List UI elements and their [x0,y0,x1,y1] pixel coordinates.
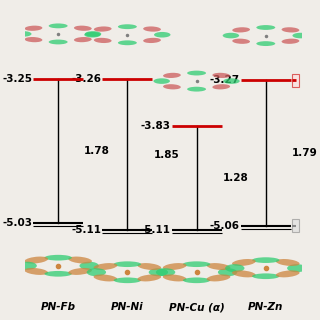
Ellipse shape [18,262,37,270]
Ellipse shape [24,257,48,264]
Ellipse shape [114,277,141,283]
FancyBboxPatch shape [292,74,299,87]
Text: 1.79: 1.79 [292,148,317,158]
Ellipse shape [276,259,300,266]
Ellipse shape [183,261,210,267]
Ellipse shape [232,27,250,32]
Ellipse shape [163,73,181,78]
Ellipse shape [154,32,171,37]
Ellipse shape [282,39,299,44]
Text: -5.03: -5.03 [2,219,32,228]
Text: PN-Zn: PN-Zn [248,302,284,312]
Ellipse shape [44,271,72,277]
Ellipse shape [93,275,117,281]
Ellipse shape [49,23,68,28]
Text: -3.25: -3.25 [2,74,32,84]
Text: -3.26: -3.26 [71,75,101,84]
Ellipse shape [163,275,187,281]
Ellipse shape [143,38,161,43]
Ellipse shape [44,255,72,260]
Ellipse shape [282,27,299,32]
Text: -3.27: -3.27 [210,75,240,85]
Ellipse shape [85,31,101,37]
Ellipse shape [163,84,181,89]
Ellipse shape [287,264,307,272]
Ellipse shape [252,273,279,279]
Text: 1.85: 1.85 [153,150,179,160]
Ellipse shape [156,268,175,276]
Ellipse shape [87,268,106,276]
Ellipse shape [24,268,48,275]
Ellipse shape [207,263,230,270]
Ellipse shape [232,39,250,44]
Ellipse shape [15,31,31,37]
Ellipse shape [212,84,230,89]
Ellipse shape [252,257,279,263]
Text: PN-Cu (α): PN-Cu (α) [169,302,224,312]
Ellipse shape [79,262,99,270]
Ellipse shape [25,37,42,42]
Ellipse shape [74,37,92,42]
Ellipse shape [218,268,237,276]
Ellipse shape [94,27,112,32]
Ellipse shape [74,26,92,31]
Ellipse shape [187,71,206,76]
Text: PN-Fb: PN-Fb [41,302,76,312]
FancyBboxPatch shape [292,220,299,232]
Ellipse shape [118,24,137,29]
Text: -3.83: -3.83 [140,121,171,131]
Ellipse shape [114,261,141,267]
Ellipse shape [49,40,68,44]
Ellipse shape [212,73,230,78]
Ellipse shape [93,263,117,270]
Ellipse shape [232,270,256,277]
Ellipse shape [276,270,300,277]
Ellipse shape [68,257,92,264]
Ellipse shape [118,40,137,45]
Ellipse shape [149,268,168,276]
Ellipse shape [187,87,206,92]
Ellipse shape [154,78,170,84]
Ellipse shape [223,78,240,84]
Ellipse shape [68,268,92,275]
Ellipse shape [225,264,244,272]
Ellipse shape [232,259,256,266]
Ellipse shape [94,38,112,43]
Text: 1.78: 1.78 [84,146,110,156]
Text: 1.28: 1.28 [223,173,248,183]
Ellipse shape [25,26,42,31]
Ellipse shape [207,275,230,281]
Ellipse shape [143,27,161,32]
Ellipse shape [163,263,187,270]
Ellipse shape [137,275,161,281]
Ellipse shape [256,41,275,46]
Ellipse shape [84,32,101,37]
Text: -5.11: -5.11 [71,225,101,235]
Text: PN-Ni: PN-Ni [111,302,144,312]
Text: -5.11: -5.11 [140,225,171,235]
Ellipse shape [137,263,161,270]
Ellipse shape [256,25,275,30]
Ellipse shape [292,33,309,38]
Ellipse shape [183,277,210,283]
Ellipse shape [223,33,239,38]
Text: -5.06: -5.06 [210,221,240,231]
